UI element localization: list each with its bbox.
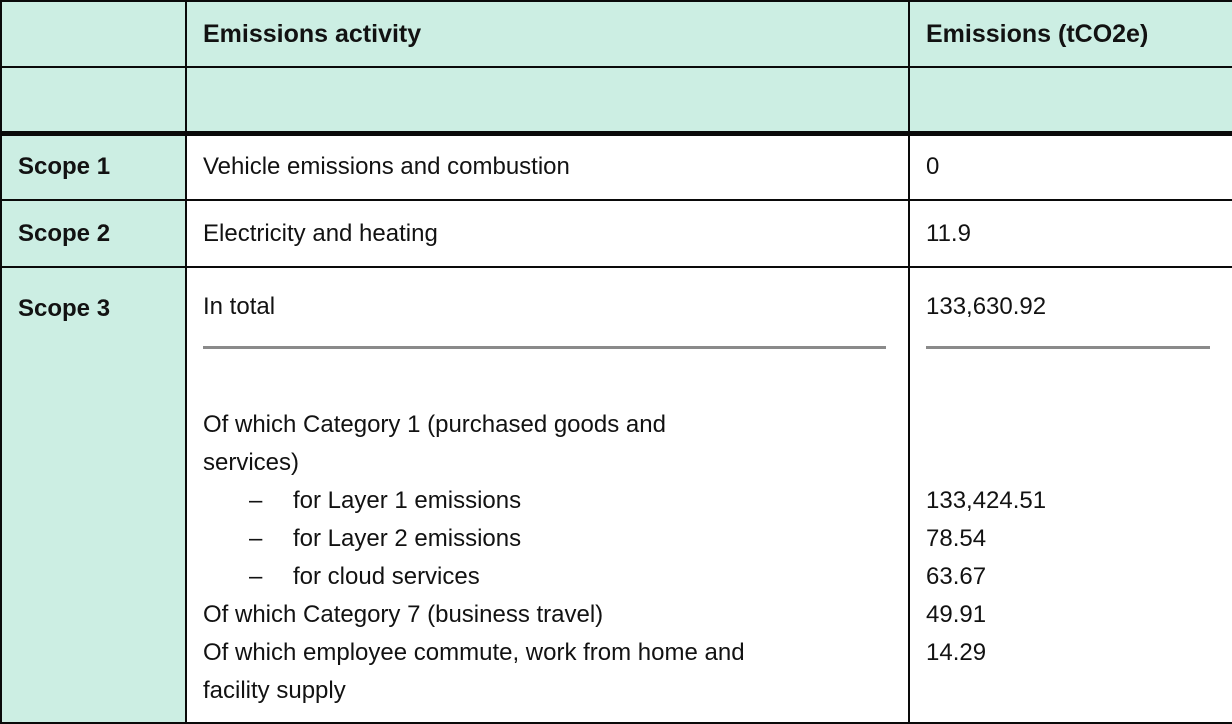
empty-cell bbox=[185, 66, 910, 136]
scope3-values-list: 133,424.51 78.54 63.67 49.91 14.29 bbox=[926, 482, 1210, 672]
breakdown-subitem-label: for Layer 1 emissions bbox=[293, 487, 522, 514]
divider-line bbox=[926, 346, 1210, 349]
table-row-scope1: Scope 1 Vehicle emissions and combustion… bbox=[0, 132, 1232, 201]
dash-bullet: – bbox=[249, 525, 263, 552]
empty-header-row bbox=[0, 66, 1232, 136]
header-cell-scope bbox=[0, 0, 187, 68]
breakdown-subitem: – for Layer 2 emissions bbox=[203, 520, 886, 558]
scope3-value-cell: 133,630.92 133,424.51 78.54 63.67 49.91 14.2… bbox=[908, 266, 1232, 724]
breakdown-value: 63.67 bbox=[926, 563, 987, 590]
breakdown-value: 49.91 bbox=[926, 601, 987, 628]
scope2-value: 11.9 bbox=[908, 199, 1232, 268]
breakdown-subitem: – for Layer 1 emissions bbox=[203, 482, 886, 520]
scope3-label: Scope 3 bbox=[0, 266, 187, 724]
breakdown-value: 78.54 bbox=[926, 525, 987, 552]
breakdown-value: 14.29 bbox=[926, 639, 987, 666]
scope1-label: Scope 1 bbox=[0, 132, 187, 201]
empty-cell bbox=[0, 66, 187, 136]
scope1-activity: Vehicle emissions and combustion bbox=[185, 132, 910, 201]
table-row-scope3: Scope 3 In total Of which Category 1 (pu… bbox=[0, 266, 1232, 724]
breakdown-subitem: – for cloud services bbox=[203, 558, 886, 596]
breakdown-subitem-label: for Layer 2 emissions bbox=[293, 525, 522, 552]
breakdown-item: Of which Category 1 (purchased goods and… bbox=[203, 411, 666, 476]
breakdown-value: 133,424.51 bbox=[926, 487, 1047, 514]
divider-line bbox=[203, 346, 886, 349]
scope2-activity: Electricity and heating bbox=[185, 199, 910, 268]
table-header-row: Emissions activity Emissions (tCO2e) bbox=[0, 0, 1232, 68]
breakdown-item: Of which Category 7 (business travel) bbox=[203, 601, 604, 628]
empty-cell bbox=[908, 66, 1232, 136]
scope2-label: Scope 2 bbox=[0, 199, 187, 268]
scope3-activity-cell: In total Of which Category 1 (purchased … bbox=[185, 266, 910, 724]
header-cell-emissions: Emissions (tCO2e) bbox=[908, 0, 1232, 68]
table-row-scope2: Scope 2 Electricity and heating 11.9 bbox=[0, 199, 1232, 268]
dash-bullet: – bbox=[249, 563, 263, 590]
breakdown-item: Of which employee commute, work from hom… bbox=[203, 639, 745, 704]
scope3-total-value: 133,630.92 bbox=[926, 293, 1047, 320]
scope3-total-label: In total bbox=[203, 293, 276, 320]
header-cell-activity: Emissions activity bbox=[185, 0, 910, 68]
breakdown-subitem-label: for cloud services bbox=[293, 563, 480, 590]
scope3-breakdown-list: Of which Category 1 (purchased goods and… bbox=[203, 406, 886, 710]
dash-bullet: – bbox=[249, 487, 263, 514]
scope1-value: 0 bbox=[908, 132, 1232, 201]
